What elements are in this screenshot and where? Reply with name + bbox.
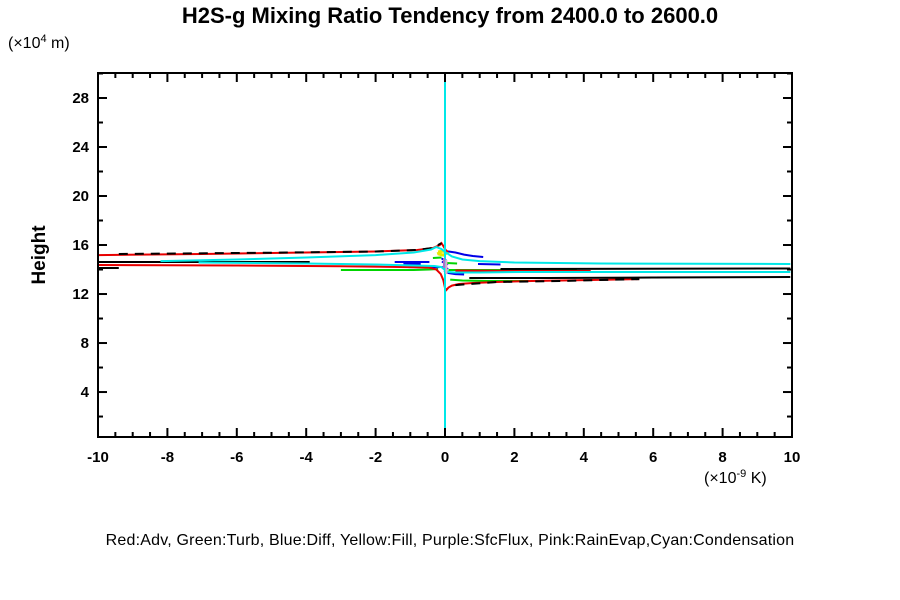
series-diff [477,263,501,266]
y-tick-label: 12 [72,286,89,303]
x-tick-label: 10 [784,449,801,466]
y-tick-label: 16 [72,237,89,254]
x-tick-label: 0 [441,449,449,466]
series-black-aux [455,278,640,287]
series-black-aux [500,267,791,270]
page-title: H2S-g Mixing Ratio Tendency from 2400.0 … [181,3,719,28]
legend-caption: Red:Adv, Green:Turb, Blue:Diff, Yellow:F… [105,532,795,549]
x-tick-label: -8 [161,449,174,466]
x-tick-label: -10 [87,449,109,466]
y-tick-label: 28 [72,90,89,107]
x-tick-label: 6 [649,449,657,466]
x-axis-unit-label: (×10-9 K) [704,468,767,487]
x-tick-label: -6 [230,449,243,466]
series-turb [446,262,458,265]
x-tick-label: 2 [510,449,518,466]
x-tick-label: 8 [718,449,726,466]
y-axis-unit-label: (×104 m) [8,33,70,52]
y-tick-label: 8 [81,335,89,352]
y-tick-label: 24 [72,139,89,156]
x-tick-label: -2 [369,449,382,466]
y-tick-label: 20 [72,188,89,205]
x-tick-label: 4 [580,449,589,466]
series-adv [455,269,591,272]
series-turb [340,268,439,271]
series-condensation [198,261,791,274]
series-black-aux [118,242,442,255]
series-turb [432,256,442,259]
x-tick-label: -4 [300,449,314,466]
series-condensation [160,245,791,265]
series-black-aux [469,276,791,279]
y-tick-label: 4 [81,384,90,401]
